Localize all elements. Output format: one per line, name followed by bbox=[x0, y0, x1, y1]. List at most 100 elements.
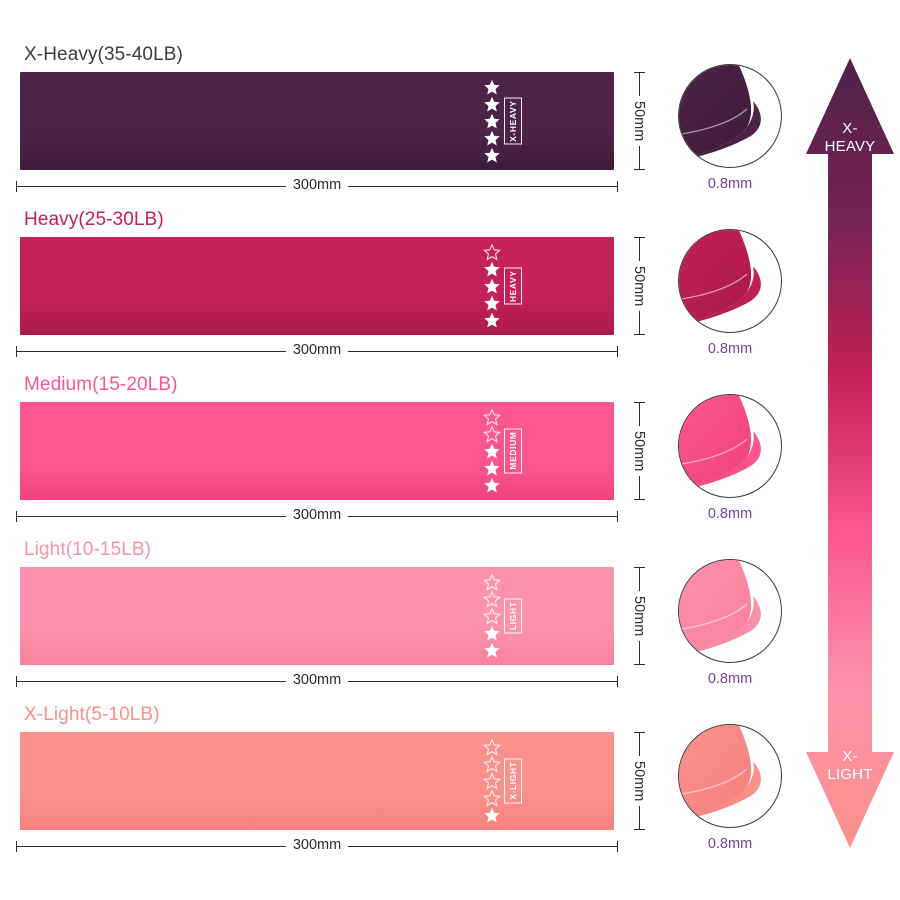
height-dimension-x-heavy: 50mm bbox=[622, 72, 656, 171]
star-outline-icon bbox=[483, 425, 501, 443]
star-filled-icon bbox=[483, 130, 501, 147]
star-outline-icon bbox=[483, 772, 501, 790]
dimension-line-left bbox=[17, 680, 286, 682]
star-filled-icon bbox=[483, 312, 501, 329]
thickness-zoom-circle-light bbox=[678, 559, 782, 663]
width-value-heavy: 300mm bbox=[292, 342, 342, 358]
dimension-line-bottom bbox=[638, 311, 640, 335]
star-filled-icon bbox=[483, 278, 501, 295]
width-dimension-medium: 300mm bbox=[16, 506, 619, 526]
thickness-detail-light: 0.8mm bbox=[668, 559, 792, 687]
dimension-cap-left bbox=[16, 345, 17, 357]
band-tag-heavy: HEAVY bbox=[504, 267, 522, 305]
strength-gradient-arrow: X- HEAVY X- LIGHT bbox=[806, 58, 894, 848]
star-filled-icon bbox=[483, 79, 501, 96]
width-value-light: 300mm bbox=[292, 672, 342, 688]
dimension-line-left bbox=[17, 845, 286, 847]
dimension-cap-bottom bbox=[633, 334, 645, 336]
height-dimension-light: 50mm bbox=[622, 567, 656, 666]
dimension-line-right bbox=[348, 845, 618, 847]
dimension-cap-bottom bbox=[633, 499, 645, 501]
arrow-top-label: X- HEAVY bbox=[806, 120, 894, 156]
curled-band-illustration bbox=[679, 560, 761, 654]
dimension-cap-right bbox=[617, 675, 619, 687]
band-bar-x-light: X-LIGHT bbox=[20, 732, 614, 830]
band-tag-text-x-light: X-LIGHT bbox=[508, 761, 518, 801]
star-outline-icon bbox=[483, 789, 501, 807]
thickness-detail-medium: 0.8mm bbox=[668, 394, 792, 522]
star-outline-icon bbox=[483, 573, 501, 591]
dimension-cap-top bbox=[633, 72, 645, 73]
star-outline-icon bbox=[483, 738, 501, 756]
arrow-bottom-label-line1: X- bbox=[842, 748, 858, 765]
star-outline-icon bbox=[483, 590, 501, 608]
curled-band-illustration bbox=[679, 395, 761, 489]
band-tag-x-heavy: X-HEAVY bbox=[504, 97, 522, 145]
dimension-cap-bottom bbox=[633, 169, 645, 171]
curled-band-illustration bbox=[679, 725, 761, 819]
band-bar-medium: MEDIUM bbox=[20, 402, 614, 500]
thickness-value-x-light: 0.8mm bbox=[707, 836, 753, 852]
band-title-x-heavy: X-Heavy(35-40LB) bbox=[24, 44, 183, 65]
height-value-x-heavy: 50mm bbox=[631, 100, 647, 142]
thickness-detail-heavy: 0.8mm bbox=[668, 229, 792, 357]
star-rating-x-heavy bbox=[483, 79, 501, 164]
dimension-line-top bbox=[638, 403, 640, 426]
star-filled-icon bbox=[483, 147, 501, 164]
height-value-light: 50mm bbox=[631, 595, 647, 637]
height-value-x-light: 50mm bbox=[631, 760, 647, 802]
star-outline-icon bbox=[483, 408, 501, 426]
dimension-line-bottom bbox=[638, 146, 640, 170]
dimension-cap-right bbox=[617, 180, 619, 192]
band-marking-x-light: X-LIGHT bbox=[483, 738, 522, 824]
width-dimension-light: 300mm bbox=[16, 671, 619, 691]
star-outline-icon bbox=[483, 243, 501, 261]
star-rating-medium bbox=[483, 408, 501, 494]
band-tag-text-light: LIGHT bbox=[508, 601, 518, 631]
star-rating-heavy bbox=[483, 243, 501, 329]
dimension-line-left bbox=[17, 515, 286, 517]
band-bar-x-heavy: X-HEAVY bbox=[20, 72, 614, 170]
dimension-cap-left bbox=[16, 510, 17, 522]
star-filled-icon bbox=[483, 807, 501, 824]
thickness-value-light: 0.8mm bbox=[707, 671, 753, 687]
band-tag-text-heavy: HEAVY bbox=[508, 270, 518, 302]
band-tag-text-medium: MEDIUM bbox=[508, 431, 518, 471]
width-value-x-light: 300mm bbox=[292, 837, 342, 853]
dimension-cap-top bbox=[633, 567, 645, 568]
dimension-cap-top bbox=[633, 237, 645, 238]
star-filled-icon bbox=[483, 295, 501, 312]
star-rating-x-light bbox=[483, 738, 501, 824]
thickness-zoom-circle-x-heavy bbox=[678, 64, 782, 168]
dimension-line-top bbox=[638, 73, 640, 96]
band-marking-heavy: HEAVY bbox=[483, 243, 522, 329]
band-marking-light: LIGHT bbox=[483, 573, 522, 659]
dimension-line-bottom bbox=[638, 476, 640, 500]
star-filled-icon bbox=[483, 625, 501, 642]
thickness-zoom-circle-x-light bbox=[678, 724, 782, 828]
dimension-line-bottom bbox=[638, 806, 640, 830]
dimension-cap-right bbox=[617, 345, 619, 357]
star-filled-icon bbox=[483, 477, 501, 494]
width-dimension-x-heavy: 300mm bbox=[16, 176, 619, 196]
dimension-cap-top bbox=[633, 732, 645, 733]
dimension-line-top bbox=[638, 568, 640, 591]
band-title-medium: Medium(15-20LB) bbox=[24, 374, 178, 395]
width-value-medium: 300mm bbox=[292, 507, 342, 523]
thickness-value-heavy: 0.8mm bbox=[707, 341, 753, 357]
dimension-line-top bbox=[638, 238, 640, 261]
thickness-detail-x-heavy: 0.8mm bbox=[668, 64, 792, 192]
band-tag-light: LIGHT bbox=[504, 598, 522, 634]
band-tag-text-x-heavy: X-HEAVY bbox=[508, 100, 518, 142]
star-filled-icon bbox=[483, 443, 501, 460]
star-rating-light bbox=[483, 573, 501, 659]
height-dimension-x-light: 50mm bbox=[622, 732, 656, 831]
star-filled-icon bbox=[483, 113, 501, 130]
band-tag-medium: MEDIUM bbox=[504, 428, 522, 474]
height-value-medium: 50mm bbox=[631, 430, 647, 472]
curled-band-illustration bbox=[679, 230, 761, 324]
star-outline-icon bbox=[483, 755, 501, 773]
height-dimension-heavy: 50mm bbox=[622, 237, 656, 336]
thickness-value-x-heavy: 0.8mm bbox=[707, 176, 753, 192]
